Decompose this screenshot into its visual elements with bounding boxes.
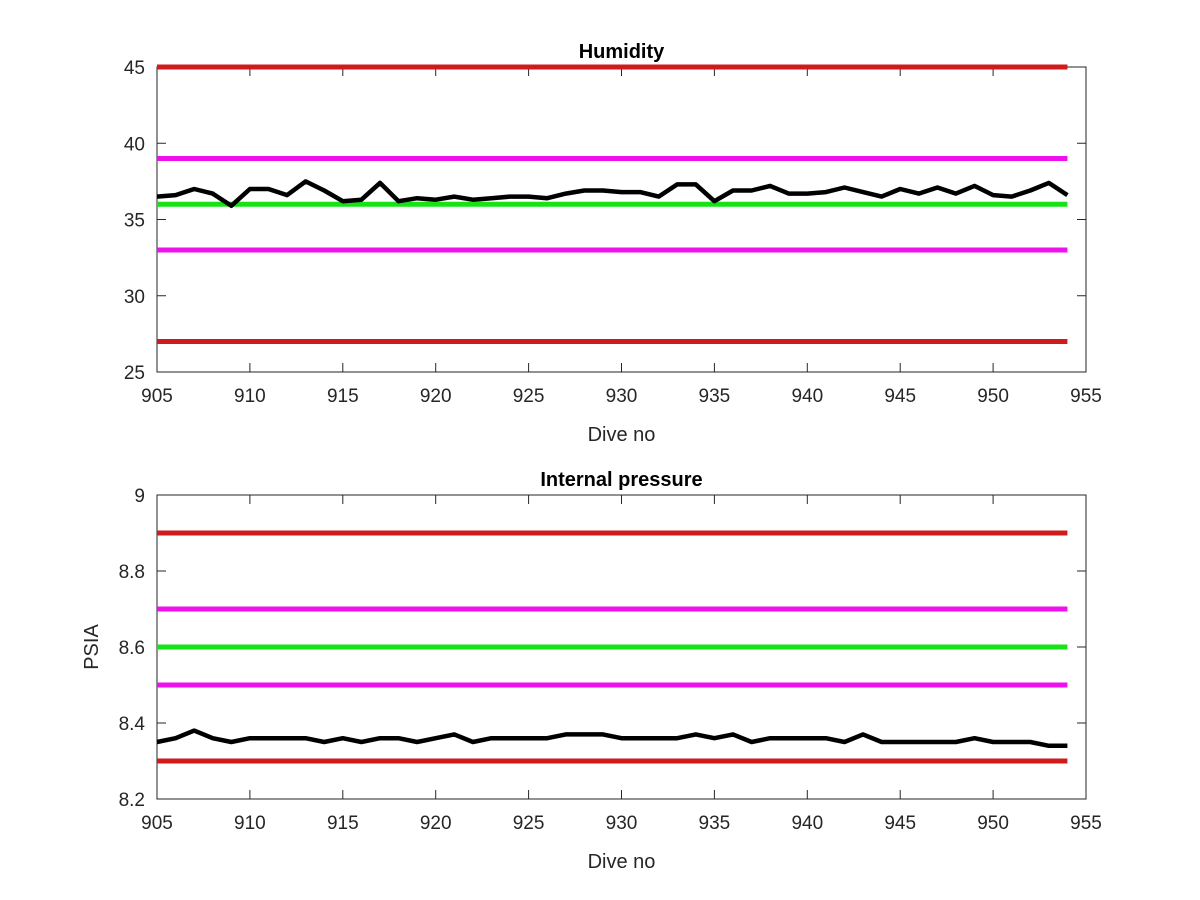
humidity-y-tick-label: 45 [124,58,145,79]
pressure-x-tick-label: 940 [791,813,823,834]
pressure-y-tick-label: 8.8 [119,562,145,583]
humidity-y-tick-label: 25 [124,363,145,384]
pressure-y-tick-label: 8.6 [119,638,145,659]
humidity-x-tick-label: 905 [141,386,173,407]
pressure-x-axis-label: Dive no [588,851,656,873]
pressure-x-tick-label: 955 [1070,813,1102,834]
humidity-y-tick-label: 40 [124,134,145,155]
humidity-x-tick-label: 910 [234,386,266,407]
pressure-x-tick-label: 910 [234,813,266,834]
humidity-plot: 905 910 915 920 925 930 935 940 945 950 955 25 30 35 4… [124,41,1102,446]
humidity-x-tick-label: 930 [606,386,638,407]
pressure-series-line [156,728,1068,749]
pressure-x-tick-label: 950 [977,813,1009,834]
humidity-x-tick-label: 955 [1070,386,1102,407]
humidity-x-tick-label: 920 [420,386,452,407]
humidity-x-tick-label: 945 [884,386,916,407]
pressure-y-tick-label: 8.4 [119,714,146,735]
humidity-x-tick-label: 935 [699,386,731,407]
pressure-x-tick-label: 945 [884,813,916,834]
pressure-y-tick-label: 9 [134,486,145,507]
internal-pressure-plot: 905 910 915 920 925 930 935 940 945 950 955 8.2 8.4 8… [81,469,1102,873]
humidity-chart-title: Humidity [579,41,665,63]
pressure-x-tick-label: 905 [141,813,173,834]
humidity-x-tick-label: 940 [791,386,823,407]
pressure-x-tick-label: 920 [420,813,452,834]
humidity-x-tick-label: 925 [513,386,545,407]
humidity-x-tick-label: 915 [327,386,359,407]
humidity-x-axis-label: Dive no [588,424,656,446]
pressure-x-tick-label: 915 [327,813,359,834]
pressure-y-tick-label: 8.2 [119,790,145,811]
pressure-x-tick-label: 935 [699,813,731,834]
humidity-series-line [156,179,1069,209]
pressure-x-tick-label: 930 [606,813,638,834]
humidity-axes-box [156,66,1087,373]
pressure-x-tick-label: 925 [513,813,545,834]
pressure-y-axis-label: PSIA [81,624,103,670]
humidity-y-tick-label: 35 [124,211,145,232]
humidity-y-tick-label: 30 [124,287,145,308]
pressure-chart-title: Internal pressure [540,469,702,491]
humidity-x-tick-label: 950 [977,386,1009,407]
